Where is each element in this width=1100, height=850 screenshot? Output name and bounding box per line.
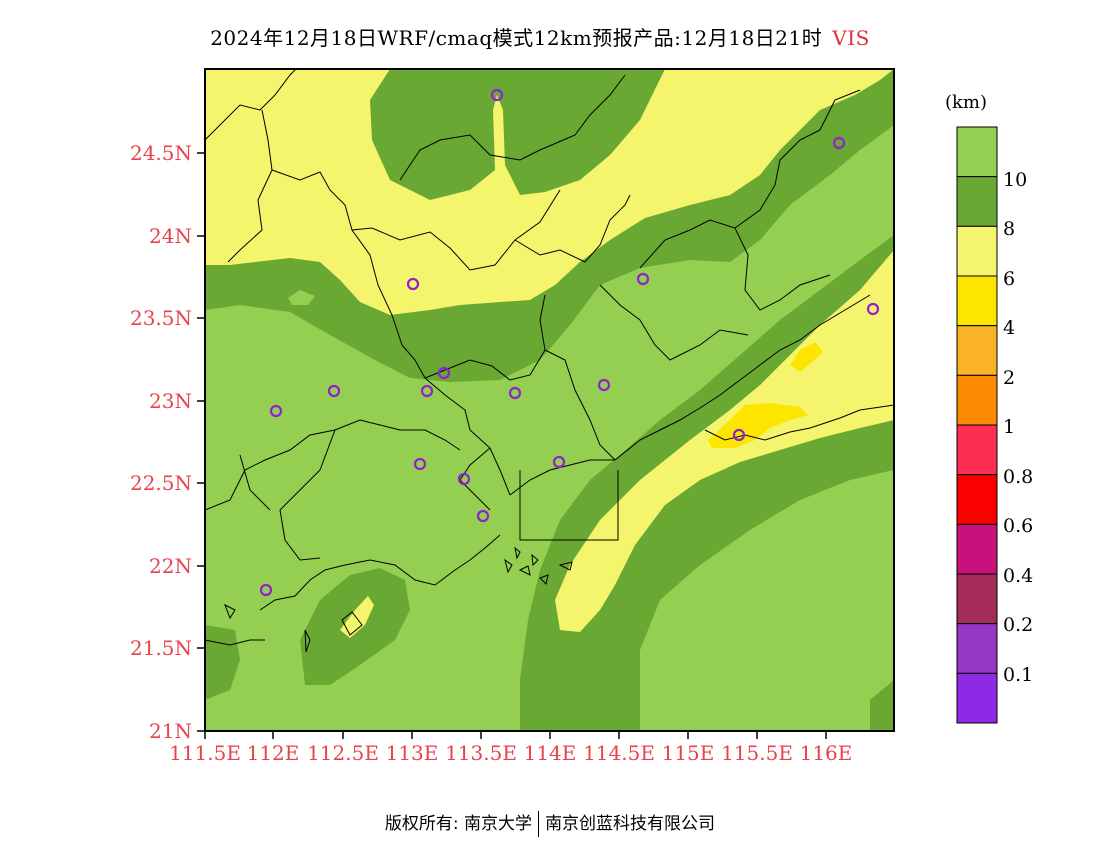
station-marker[interactable] xyxy=(327,384,341,398)
station-marker[interactable] xyxy=(597,378,611,392)
lon-label: 113E xyxy=(386,741,439,765)
colorbar-swatch xyxy=(956,424,998,476)
boundary-lines xyxy=(205,69,894,646)
lon-label: 112E xyxy=(247,741,300,765)
vis-band-4-6-b xyxy=(790,342,823,372)
vis-fill-above-10-south xyxy=(640,470,894,731)
station-marker[interactable] xyxy=(508,386,522,400)
lat-label: 22N xyxy=(149,554,192,578)
station-marker[interactable] xyxy=(406,277,420,291)
visibility-map-panel xyxy=(205,69,894,731)
station-marker[interactable] xyxy=(832,136,846,150)
vis-band-4-6-a xyxy=(708,403,808,448)
lon-label: 112.5E xyxy=(307,741,379,765)
lon-label: 113.5E xyxy=(445,741,517,765)
lat-label: 21N xyxy=(149,719,192,743)
latitude-axis: 24.5N 24N 23.5N 23N 22.5N 22N 21.5N 21N xyxy=(130,141,205,743)
variable-name: VIS xyxy=(832,26,870,50)
station-marker[interactable] xyxy=(866,302,880,316)
station-markers xyxy=(259,88,880,597)
lon-label: 114.5E xyxy=(583,741,655,765)
station-marker[interactable] xyxy=(420,384,434,398)
station-marker[interactable] xyxy=(269,404,283,418)
footer-credits: 版权所有: 南京大学 南京创蓝科技有限公司 xyxy=(0,809,1100,837)
colorbar-swatch xyxy=(956,523,998,575)
colorbar-label: 0.8 xyxy=(1003,466,1033,488)
station-marker[interactable] xyxy=(259,583,273,597)
station-marker[interactable] xyxy=(437,366,451,380)
station-marker[interactable] xyxy=(552,455,566,469)
chart-title: 2024年12月18日WRF/cmaq模式12km预报产品:12月18日21时 V… xyxy=(0,22,1080,51)
vis-band-6-8-top-right xyxy=(770,69,894,98)
footer-divider xyxy=(538,811,540,837)
lat-label: 24.5N xyxy=(130,141,192,165)
station-marker[interactable] xyxy=(413,457,427,471)
vis-band-6-8-north xyxy=(205,69,894,315)
lat-label: 23.5N xyxy=(130,306,192,330)
title-text: 2024年12月18日WRF/cmaq模式12km预报产品:12月18日21时 xyxy=(210,26,823,50)
lat-label: 24N xyxy=(149,224,192,248)
colorbar-swatch xyxy=(956,325,998,376)
lat-label: 23N xyxy=(149,389,192,413)
colorbar-label: 10 xyxy=(1003,169,1027,191)
colorbar-label: 0.1 xyxy=(1003,664,1033,686)
colorbar-swatch xyxy=(956,672,998,724)
colorbar-label: 0.6 xyxy=(1003,515,1033,537)
coastal-islands xyxy=(224,546,573,653)
colorbar-swatch xyxy=(956,573,998,625)
lon-label: 115E xyxy=(662,741,715,765)
vis-fill-above-10-island xyxy=(288,290,315,305)
colorbar-swatch xyxy=(956,623,998,674)
colorbar-label: 0.4 xyxy=(1003,565,1033,587)
colorbar-frame xyxy=(956,126,998,724)
station-marker[interactable] xyxy=(490,88,504,102)
station-marker[interactable] xyxy=(636,272,650,286)
colorbar-label: 1 xyxy=(1003,416,1015,438)
colorbar-label: 4 xyxy=(1003,317,1015,339)
lon-label: 111.5E xyxy=(169,741,241,765)
lon-label: 115.5E xyxy=(721,741,793,765)
colorbar-swatch xyxy=(956,225,998,277)
station-marker[interactable] xyxy=(476,509,490,523)
lat-label: 21.5N xyxy=(130,636,192,660)
colorbar-legend: (km) 10 8 6 4 2 1 0.8 0.6 0.4 0.2 0.1 xyxy=(945,92,1033,724)
vis-band-6-8-islet xyxy=(340,596,374,638)
colorbar-swatch xyxy=(956,374,998,426)
colorbar-swatches xyxy=(956,126,998,724)
station-marker[interactable] xyxy=(457,472,471,486)
longitude-axis: 111.5E 112E 112.5E 113E 113.5E 114E 114.… xyxy=(169,731,852,765)
colorbar-label: 2 xyxy=(1003,367,1015,389)
colorbar-label: 0.2 xyxy=(1003,614,1033,636)
lat-label: 22.5N xyxy=(130,471,192,495)
colorbar-label: 8 xyxy=(1003,218,1015,240)
colorbar-unit: (km) xyxy=(945,92,987,113)
colorbar-swatch xyxy=(956,275,998,327)
lon-label: 114E xyxy=(524,741,577,765)
lon-label: 116E xyxy=(800,741,853,765)
colorbar-swatch xyxy=(956,176,998,227)
copyright-text: 版权所有: 南京大学 xyxy=(384,814,533,834)
colorbar-swatch xyxy=(956,474,998,525)
company-text: 南京创蓝科技有限公司 xyxy=(545,814,716,834)
station-marker[interactable] xyxy=(732,428,746,442)
colorbar-swatch xyxy=(956,126,998,178)
colorbar-label: 6 xyxy=(1003,268,1015,290)
